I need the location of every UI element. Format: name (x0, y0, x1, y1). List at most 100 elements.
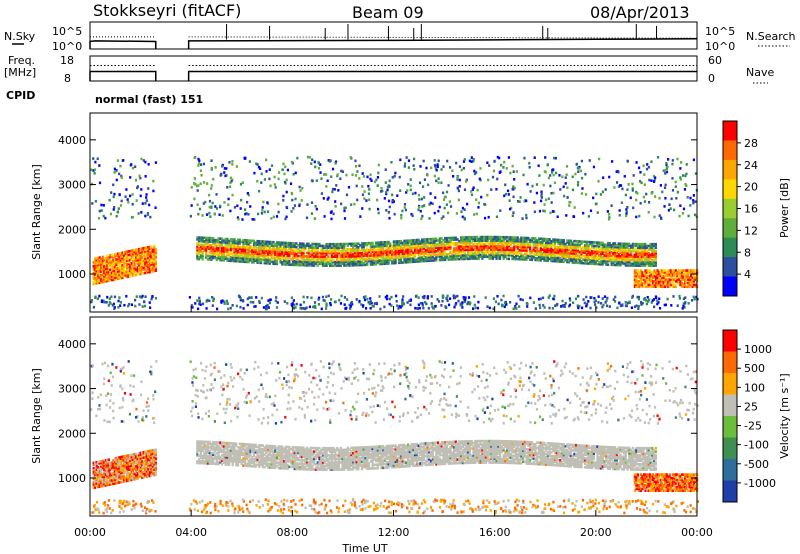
data-cell (324, 307, 328, 310)
data-cell (293, 249, 296, 252)
data-cell (259, 258, 263, 261)
data-cell (626, 249, 629, 253)
data-cell (205, 241, 208, 245)
data-cell (399, 189, 402, 192)
data-cell (502, 246, 505, 250)
data-cell (360, 247, 364, 251)
data-cell (493, 237, 496, 241)
data-cell (532, 256, 535, 260)
data-cell (417, 251, 420, 254)
data-cell (242, 247, 245, 251)
data-cell (418, 198, 421, 201)
data-cell (244, 249, 247, 253)
data-cell (219, 242, 222, 246)
data-cell (97, 256, 100, 260)
data-cell (480, 195, 483, 199)
data-cell (268, 260, 272, 263)
data-cell (201, 238, 204, 241)
data-cell (383, 240, 387, 244)
data-cell (431, 248, 434, 252)
data-cell (481, 235, 484, 239)
data-cell (562, 240, 565, 244)
data-cell (284, 261, 287, 264)
data-cell (265, 244, 268, 247)
data-cell (461, 245, 464, 248)
data-cell (272, 251, 275, 255)
data-cell (429, 192, 432, 195)
data-cell (562, 244, 565, 248)
data-cell (104, 272, 107, 276)
data-cell (104, 262, 107, 265)
data-cell (631, 249, 634, 253)
data-cell (557, 249, 560, 253)
data-cell (284, 263, 287, 266)
data-cell (344, 249, 348, 253)
data-cell (367, 249, 371, 252)
data-cell (529, 247, 532, 251)
data-cell (353, 253, 356, 256)
data-cell (507, 248, 511, 252)
data-cell (108, 301, 111, 304)
data-cell (614, 252, 617, 256)
data-cell (389, 247, 392, 251)
data-cell (521, 258, 525, 261)
data-cell (512, 195, 515, 199)
data-cell (418, 205, 421, 209)
data-cell (392, 258, 395, 261)
data-cell (500, 243, 503, 246)
data-cell (216, 307, 219, 311)
data-cell (254, 255, 257, 259)
data-cell (650, 160, 653, 164)
data-cell (341, 246, 344, 249)
data-cell (591, 246, 594, 249)
data-cell (332, 244, 335, 248)
data-cell (493, 242, 496, 246)
data-cell (569, 257, 572, 261)
data-cell (591, 242, 594, 246)
data-cell (541, 251, 544, 255)
data-cell (384, 168, 387, 171)
data-cell (608, 256, 611, 259)
data-cell (394, 258, 397, 261)
data-cell (208, 211, 211, 215)
data-cell (344, 242, 348, 246)
data-cell (331, 190, 334, 194)
data-cell (458, 239, 461, 243)
data-cell (385, 244, 388, 248)
data-cell (582, 249, 585, 252)
data-cell (458, 245, 461, 248)
data-cell (398, 240, 401, 243)
data-cell (629, 258, 633, 262)
data-cell (203, 240, 206, 243)
data-cell (394, 247, 397, 251)
data-cell (376, 244, 380, 248)
data-cell (369, 177, 372, 181)
data-cell (631, 244, 634, 248)
data-cell (267, 254, 270, 258)
data-cell (544, 239, 548, 243)
data-cell (291, 258, 295, 261)
data-cell (682, 207, 686, 211)
data-cell (559, 260, 562, 263)
data-cell (112, 195, 115, 199)
data-cell (378, 253, 381, 257)
data-cell (336, 264, 339, 267)
data-cell (380, 244, 383, 248)
data-cell (532, 246, 535, 249)
data-cell (534, 253, 537, 256)
data-cell (325, 260, 328, 264)
data-cell (352, 258, 355, 262)
data-cell (493, 244, 496, 248)
data-cell (316, 246, 319, 250)
data-cell (307, 255, 310, 258)
data-cell (285, 178, 288, 182)
data-cell (581, 187, 584, 190)
data-cell (486, 161, 489, 165)
data-cell (428, 246, 431, 250)
data-cell (626, 188, 629, 191)
data-cell (325, 246, 328, 250)
data-cell (252, 248, 256, 252)
data-cell (542, 209, 545, 213)
data-cell (253, 171, 256, 175)
data-cell (555, 258, 558, 261)
